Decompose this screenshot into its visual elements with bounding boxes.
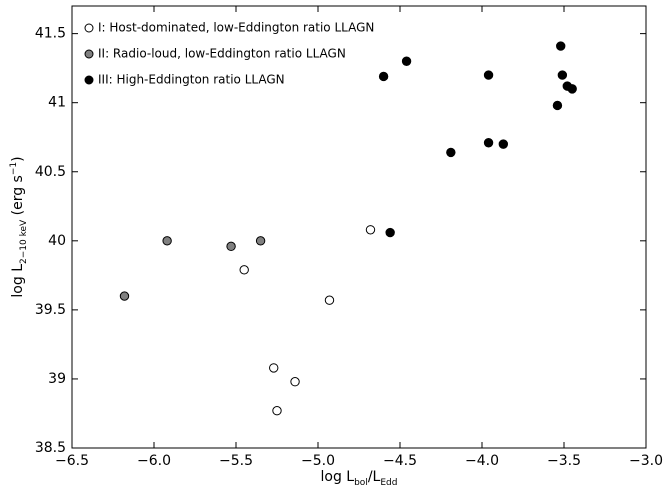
point (239, 265, 249, 275)
legend-label: I: Host-dominated, low-Eddington ratio L… (98, 21, 374, 35)
x-tick-label: −5.5 (219, 453, 253, 469)
y-axis-label: log L2−10 keV (erg s−1) (9, 156, 29, 297)
label-part: (erg s (10, 175, 26, 220)
point (567, 84, 577, 94)
label-part: log L (10, 264, 26, 298)
label-part: log L (321, 469, 355, 485)
legend-marker (84, 23, 94, 33)
x-tick-label: −4.5 (383, 453, 417, 469)
point (226, 241, 236, 252)
plot-frame (71, 5, 647, 449)
y-tick-label: 39.5 (35, 302, 66, 318)
point (557, 70, 568, 80)
point (272, 406, 282, 416)
y-tick-label: 39 (48, 371, 66, 387)
label-part: Edd (380, 478, 397, 486)
point (446, 147, 456, 158)
x-tick-label: −3.0 (629, 453, 663, 469)
x-tick-label: −3.5 (547, 453, 581, 469)
point (385, 227, 395, 238)
point (498, 139, 509, 149)
legend-marker (84, 75, 94, 85)
legend-label: III: High-Eddington ratio LLAGN (98, 73, 285, 87)
point (401, 56, 412, 66)
y-tick-label: 40.5 (35, 164, 66, 180)
x-axis-label: log Lbol/LEdd (321, 469, 398, 486)
point (119, 291, 130, 301)
point (162, 236, 172, 246)
point (483, 70, 494, 80)
x-tick-label: −6.5 (55, 453, 89, 469)
label-part: 2−10 keV (19, 219, 29, 264)
y-tick-label: 41.5 (35, 26, 66, 42)
y-tick-label: 40 (48, 233, 66, 249)
label-part: ) (10, 156, 26, 161)
legend-label: II: Radio-loud, low-Eddington ratio LLAG… (98, 47, 346, 61)
label-part: −1 (9, 162, 19, 175)
point (552, 100, 563, 111)
point (365, 225, 376, 235)
point (324, 295, 335, 305)
legend-marker (84, 49, 94, 59)
point (378, 71, 389, 82)
y-tick-label: 41 (48, 95, 66, 111)
point (269, 363, 279, 373)
point (255, 236, 266, 246)
x-tick-label: −6.0 (137, 453, 171, 469)
point (290, 377, 300, 387)
x-tick-label: −5.0 (301, 453, 335, 469)
point (483, 138, 494, 148)
point (556, 41, 566, 51)
x-tick-label: −4.0 (465, 453, 499, 469)
y-tick-label: 38.5 (35, 440, 66, 456)
label-part: /L (368, 469, 381, 485)
label-part: bol (354, 478, 368, 486)
